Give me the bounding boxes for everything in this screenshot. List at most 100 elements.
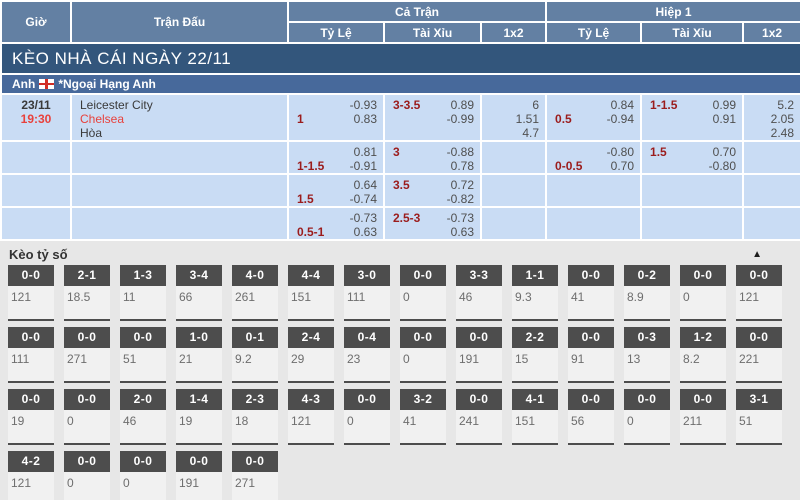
score-tile[interactable]: 0-0 51 xyxy=(120,327,166,383)
score-tile[interactable]: 2-4 29 xyxy=(288,327,334,383)
odds-value[interactable]: -0.82 xyxy=(446,192,474,206)
score-odds: 271 xyxy=(235,476,256,490)
ft-over-under-cell: 2.5-3 -0.73 0.63 xyxy=(383,206,482,241)
score-tile[interactable]: 2-1 18.5 xyxy=(64,265,110,321)
time-cell xyxy=(0,140,72,175)
odds-value[interactable]: 0.91 xyxy=(712,112,737,126)
score-tile[interactable]: 0-0 19 xyxy=(8,389,54,445)
score-tile[interactable]: 0-0 121 xyxy=(736,265,782,321)
score-tile[interactable]: 1-2 8.2 xyxy=(680,327,726,383)
score-tile[interactable]: 0-0 91 xyxy=(568,327,614,383)
odds-value[interactable]: -0.80 xyxy=(708,159,737,173)
odds-value[interactable]: 0.83 xyxy=(353,112,377,126)
correct-score-section: Kèo tỷ số ▲ 0-0 121 2-1 18.5 1-3 11 3-4 66 4-0 26… xyxy=(0,241,800,500)
odds-value[interactable]: -0.80 xyxy=(606,145,635,159)
odds-value[interactable]: -0.74 xyxy=(349,192,377,206)
match-row: -0.73 0.5-1 0.63 2.5-3 -0.73 0.63 xyxy=(0,206,800,241)
odds-value[interactable]: -0.73 xyxy=(446,211,474,225)
score-tile[interactable]: 0-0 241 xyxy=(456,389,502,445)
score-tile[interactable]: 0-4 23 xyxy=(344,327,390,383)
score-tile[interactable]: 3-0 111 xyxy=(344,265,390,321)
odds-value[interactable]: 0.89 xyxy=(450,98,474,112)
score-tile[interactable]: 0-0 191 xyxy=(456,327,502,383)
score-tile[interactable]: 0-2 8.9 xyxy=(624,265,670,321)
match-teams-cell xyxy=(70,140,289,175)
score-tile[interactable]: 3-2 41 xyxy=(400,389,446,445)
score-tile[interactable]: 0-0 221 xyxy=(736,327,782,383)
odds-value[interactable]: -0.91 xyxy=(349,159,377,173)
score-tile[interactable]: 0-0 121 xyxy=(8,265,54,321)
odds-value[interactable]: 0.64 xyxy=(353,178,377,192)
score-tile[interactable]: 0-0 41 xyxy=(568,265,614,321)
score-tile[interactable]: 3-3 46 xyxy=(456,265,502,321)
handicap-line: 1.5 xyxy=(297,192,314,206)
score-tile[interactable]: 0-0 0 xyxy=(344,389,390,445)
odds-cell-top-line: 1.5 0.70 xyxy=(643,145,741,159)
odds-value[interactable]: 0.81 xyxy=(353,145,377,159)
odds-value[interactable]: -0.93 xyxy=(349,98,377,112)
odds-cell-top-line: 0.84 xyxy=(548,98,639,112)
odds-value[interactable]: -0.73 xyxy=(349,211,377,225)
score-tile[interactable]: 0-0 0 xyxy=(680,265,726,321)
odds-value[interactable]: 6 xyxy=(532,98,540,112)
league-header-row[interactable]: Anh *Ngoại Hạng Anh xyxy=(0,73,800,95)
odds-value[interactable]: 0.70 xyxy=(712,145,737,159)
score-tile[interactable]: 0-0 211 xyxy=(680,389,726,445)
odds-value[interactable]: 0.70 xyxy=(610,159,635,173)
odds-value[interactable]: 5.2 xyxy=(777,98,795,112)
score-tile[interactable]: 1-1 9.3 xyxy=(512,265,558,321)
score-tile[interactable]: 0-0 111 xyxy=(8,327,54,383)
score-tile[interactable]: 4-0 261 xyxy=(232,265,278,321)
odds-value[interactable]: 0.78 xyxy=(450,159,474,173)
collapse-arrow-icon[interactable]: ▲ xyxy=(752,248,762,260)
score-tile[interactable]: 2-3 18 xyxy=(232,389,278,445)
score-label: 0-0 xyxy=(736,265,782,286)
odds-value[interactable]: -0.94 xyxy=(606,112,635,126)
score-tile[interactable]: 0-0 0 xyxy=(400,327,446,383)
odds-value[interactable]: -0.88 xyxy=(446,145,474,159)
score-tile[interactable]: 0-0 0 xyxy=(624,389,670,445)
score-tile[interactable]: 2-2 15 xyxy=(512,327,558,383)
score-tile[interactable]: 1-0 21 xyxy=(176,327,222,383)
score-tile[interactable]: 0-0 56 xyxy=(568,389,614,445)
score-odds: 51 xyxy=(739,414,753,428)
score-section-title: Kèo tỷ số xyxy=(9,246,68,262)
score-tile[interactable]: 0-0 191 xyxy=(176,451,222,500)
score-tile[interactable]: 4-4 151 xyxy=(288,265,334,321)
odds-value[interactable]: 2.05 xyxy=(770,112,795,126)
score-tile[interactable]: 4-2 121 xyxy=(8,451,54,500)
score-tile[interactable]: 0-0 0 xyxy=(400,265,446,321)
score-tile[interactable]: 4-3 121 xyxy=(288,389,334,445)
odds-value[interactable]: 0.63 xyxy=(353,225,377,239)
score-tile[interactable]: 0-0 271 xyxy=(64,327,110,383)
score-label: 0-0 xyxy=(64,389,110,410)
odds-cell-top-line: 1-1.5 0.99 xyxy=(643,98,741,112)
odds-value[interactable]: 0.72 xyxy=(450,178,474,192)
score-tile[interactable]: 4-1 151 xyxy=(512,389,558,445)
score-tile[interactable]: 2-0 46 xyxy=(120,389,166,445)
score-label: 0-0 xyxy=(8,327,54,348)
score-label: 0-0 xyxy=(64,327,110,348)
score-odds: 9.3 xyxy=(515,290,532,304)
score-tile[interactable]: 3-4 66 xyxy=(176,265,222,321)
score-tile[interactable]: 0-0 271 xyxy=(232,451,278,500)
score-tile[interactable]: 0-0 0 xyxy=(64,389,110,445)
score-tile[interactable]: 3-1 51 xyxy=(736,389,782,445)
score-odds: 51 xyxy=(123,352,137,366)
odds-value[interactable]: -0.99 xyxy=(446,112,474,126)
score-tile[interactable]: 1-4 19 xyxy=(176,389,222,445)
score-tile[interactable]: 0-0 0 xyxy=(64,451,110,500)
odds-value[interactable]: 0.63 xyxy=(450,225,474,239)
odds-value[interactable]: 4.7 xyxy=(522,126,540,140)
score-tile[interactable]: 0-1 9.2 xyxy=(232,327,278,383)
odds-value[interactable]: 1.51 xyxy=(515,112,540,126)
score-odds: 13 xyxy=(627,352,641,366)
odds-value[interactable]: 2.48 xyxy=(770,126,795,140)
score-tile[interactable]: 1-3 11 xyxy=(120,265,166,321)
score-label: 2-1 xyxy=(64,265,110,286)
odds-value[interactable]: 0.99 xyxy=(712,98,737,112)
score-tile[interactable]: 0-3 13 xyxy=(624,327,670,383)
odds-value[interactable]: 0.84 xyxy=(610,98,635,112)
score-tile[interactable]: 0-0 0 xyxy=(120,451,166,500)
col-header-ft-1x2: 1x2 xyxy=(479,21,548,44)
